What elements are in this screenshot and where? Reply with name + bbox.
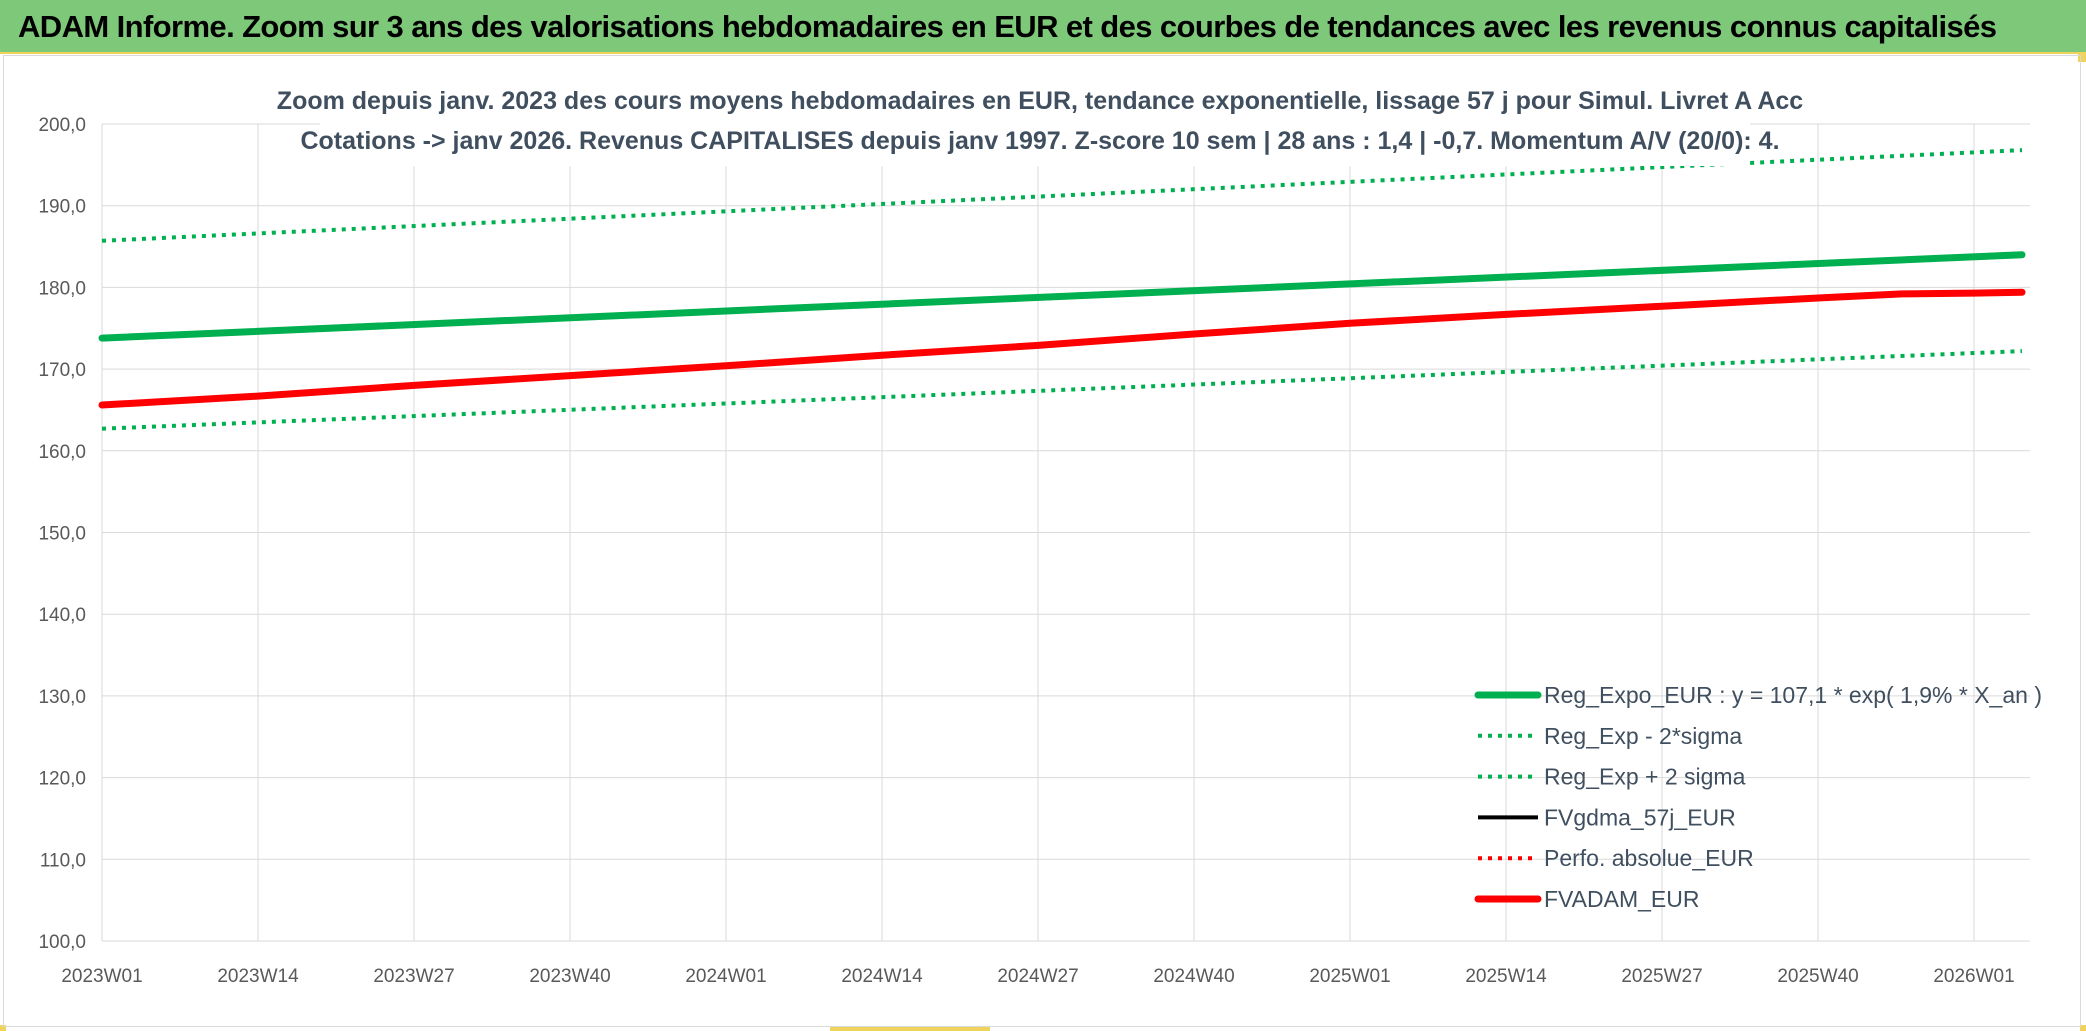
y-tick-label: 180,0 <box>38 278 86 299</box>
y-tick-label: 190,0 <box>38 197 86 218</box>
x-tick-label: 2025W14 <box>1465 966 1547 987</box>
x-tick-label: 2023W01 <box>61 966 142 987</box>
y-tick-label: 150,0 <box>38 524 86 545</box>
series-line-0 <box>98 251 2026 342</box>
legend-entry: FVADAM_EUR <box>1544 886 1700 912</box>
x-tick-label: 2023W40 <box>529 966 610 987</box>
y-tick-label: 160,0 <box>38 442 86 463</box>
x-tick-label: 2024W27 <box>997 966 1078 987</box>
x-tick-label: 2023W14 <box>217 966 299 987</box>
x-tick-label: 2025W01 <box>1309 966 1390 987</box>
x-tick-label: 2024W14 <box>841 966 923 987</box>
title-background <box>320 78 1750 166</box>
report-title: ADAM Informe. Zoom sur 3 ans des valoris… <box>18 9 1997 44</box>
series-layer <box>98 148 2026 431</box>
x-tick-label: 2023W27 <box>373 966 454 987</box>
report-header: ADAM Informe. Zoom sur 3 ans des valoris… <box>0 0 2086 54</box>
chart-title-line: Zoom depuis janv. 2023 des cours moyens … <box>277 87 1803 115</box>
x-tick-label: 2026W01 <box>1933 966 2014 987</box>
legend: Reg_Expo_EUR : y = 107,1 * exp( 1,9% * X… <box>1474 682 2042 912</box>
y-tick-label: 100,0 <box>38 932 86 953</box>
chart-title-line: Cotations -> janv 2026. Revenus CAPITALI… <box>300 127 1779 155</box>
legend-entry: Reg_Expo_EUR : y = 107,1 * exp( 1,9% * X… <box>1544 682 2042 708</box>
x-tick-label: 2025W40 <box>1777 966 1858 987</box>
y-tick-label: 200,0 <box>38 115 86 136</box>
y-tick-label: 140,0 <box>38 605 86 626</box>
corner-accent <box>2080 1025 2086 1031</box>
y-tick-label: 170,0 <box>38 360 86 381</box>
chart-title: Zoom depuis janv. 2023 des cours moyens … <box>277 78 1803 166</box>
y-tick-label: 120,0 <box>38 769 86 790</box>
x-tick-label: 2024W01 <box>685 966 766 987</box>
x-axis-ticks: 2023W01 2023W14 2023W27 2023W40 2024W01 2024W… <box>61 966 2014 987</box>
y-axis-ticks: 100,0 110,0 120,0 130,0 140,0 150,0 160,0 170,0… <box>38 115 86 953</box>
legend-entry: Reg_Exp + 2 sigma <box>1544 764 1746 790</box>
y-tick-label: 110,0 <box>40 850 86 871</box>
series-line-1 <box>101 349 2023 431</box>
vertical-gridlines <box>101 124 2030 942</box>
x-tick-label: 2024W40 <box>1153 966 1234 987</box>
corner-accent <box>830 1027 990 1031</box>
y-tick-label: 130,0 <box>38 687 86 708</box>
x-tick-label: 2025W27 <box>1621 966 1702 987</box>
legend-entry: Perfo. absolue_EUR <box>1544 845 1754 871</box>
series-line-5 <box>98 288 2026 409</box>
chart-area <box>3 55 2081 1027</box>
corner-accent <box>2078 54 2086 62</box>
legend-entry: Reg_Exp - 2*sigma <box>1544 723 1742 749</box>
horizontal-gridlines <box>102 123 2030 942</box>
corner-accent <box>0 1025 6 1031</box>
legend-entry: FVgdma_57j_EUR <box>1544 804 1736 830</box>
